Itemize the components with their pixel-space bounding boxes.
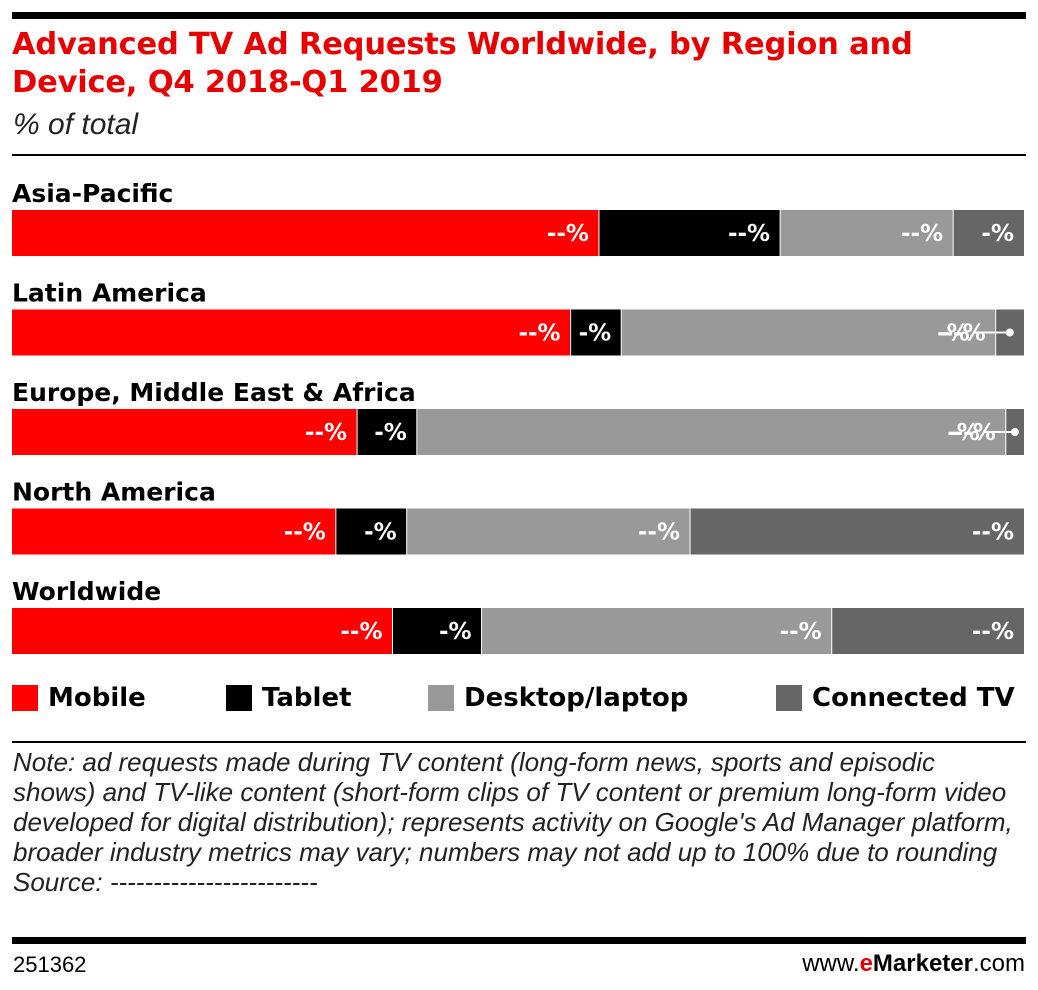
chart-title: Advanced TV Ad Requests Worldwide, by Re… [12,27,913,100]
bar-worldwide-desktop-laptop [481,608,832,654]
callout-label-latin-america: -% [937,321,970,347]
bar-asia-pacific-tablet [598,210,781,256]
data-label-latin-america-tablet: -% [579,321,612,347]
category-label-worldwide: Worldwide [12,577,161,606]
legend: Mobile Tablet Desktop/laptop Connected T… [12,678,1026,718]
brand-link[interactable]: www.eMarketer.com [802,950,1025,978]
legend-item-tablet: Tablet [226,678,352,718]
data-label-asia-pacific-desktop-laptop: --% [901,221,943,247]
bar-north-america-desktop-laptop [406,508,691,555]
bar-asia-pacific-mobile [12,210,599,256]
brand-suffix: .com [972,950,1025,977]
bar-worldwide-mobile [12,608,393,654]
data-label-asia-pacific-connected-tv: -% [981,221,1014,247]
bar-north-america-connected-tv [690,508,1024,555]
data-label-asia-pacific-tablet: --% [728,221,770,247]
note-divider [12,741,1026,743]
title-divider [12,154,1026,156]
bottom-rule [12,937,1026,944]
legend-item-mobile: Mobile [12,678,146,718]
data-label-worldwide-mobile: --% [340,619,382,645]
data-label-north-america-desktop-laptop: --% [638,520,680,546]
source-text: Source: ------------------------ [13,867,318,897]
legend-swatch-desktop-laptop [428,685,454,711]
bar-asia-pacific-connected-tv [953,210,1024,256]
data-label-asia-pacific-mobile: --% [547,221,589,247]
bar-europe-middle-east-and-africa-desktop-laptop [416,409,1006,455]
data-label-worldwide-connected-tv: --% [972,619,1014,645]
data-label-latin-america-mobile: --% [518,321,560,347]
chart-id: 251362 [13,952,87,977]
chart-note: Note: ad requests made during TV content… [13,747,1023,897]
data-label-worldwide-tablet: -% [439,619,472,645]
bar-worldwide-tablet [392,608,482,654]
data-label-europe-middle-east-and-africa-tablet: -% [374,420,407,446]
legend-label-tablet: Tablet [262,683,352,713]
callout-label-europe-middle-east-and-africa: -% [947,420,980,446]
stacked-bar-chart: Asia-Pacific--% --% --% -%Latin America--% -… [12,179,1024,654]
data-label-north-america-tablet: -% [364,520,397,546]
callout-dot [1010,428,1019,436]
category-label-europe-middle-east-and-africa: Europe, Middle East & Africa [12,378,416,407]
bar-worldwide-connected-tv [831,608,1024,654]
category-label-asia-pacific: Asia-Pacific [12,179,173,208]
note-text: Note: ad requests made during TV content… [13,747,1013,867]
bar-north-america-tablet [335,508,407,555]
bar-asia-pacific-desktop-laptop [780,210,954,256]
category-label-north-america: North America [12,478,216,507]
data-label-worldwide-desktop-laptop: --% [780,619,822,645]
brand-prefix: www. [802,950,860,977]
brand-e: e [859,950,873,977]
legend-swatch-mobile [12,685,38,711]
legend-swatch-connected-tv [776,685,802,711]
legend-label-connected-tv: Connected TV [812,683,1015,713]
bar-europe-middle-east-and-africa-mobile [12,409,358,455]
data-label-north-america-mobile: --% [284,520,326,546]
data-label-europe-middle-east-and-africa-mobile: --% [305,420,347,446]
category-label-latin-america: Latin America [12,279,207,308]
bar-europe-middle-east-and-africa-tablet [357,409,417,455]
legend-label-desktop-laptop: Desktop/laptop [464,683,689,713]
data-label-north-america-connected-tv: --% [972,520,1014,546]
chart-subtitle: % of total [13,108,139,141]
brand-name: Marketer [872,950,973,977]
bar-latin-america-mobile [12,309,571,356]
legend-item-connected-tv: Connected TV [776,678,1015,718]
bar-north-america-mobile [12,508,336,555]
callout-dot [1005,328,1014,337]
legend-item-desktop-laptop: Desktop/laptop [428,678,688,718]
legend-label-mobile: Mobile [48,683,146,713]
legend-swatch-tablet [226,685,252,711]
bar-latin-america-desktop-laptop [621,309,996,356]
top-rule [12,12,1026,19]
bar-latin-america-tablet [570,309,622,356]
